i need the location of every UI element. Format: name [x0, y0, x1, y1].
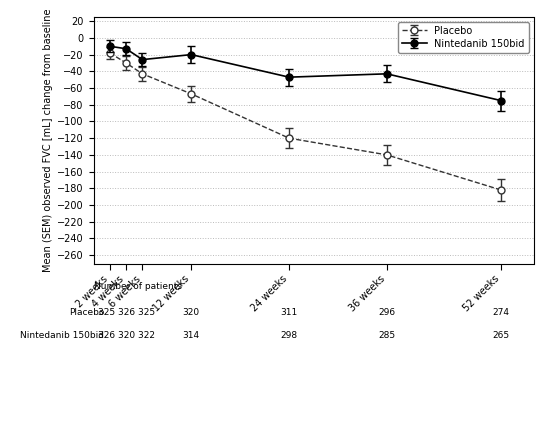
Text: 326 320 322: 326 320 322 [97, 331, 155, 340]
Y-axis label: Mean (SEM) observed FVC [mL] change from baseline: Mean (SEM) observed FVC [mL] change from… [43, 8, 53, 272]
Text: 320: 320 [183, 308, 200, 317]
Text: Number of patients: Number of patients [94, 282, 182, 292]
Text: Placebo: Placebo [69, 308, 104, 317]
Text: 285: 285 [378, 331, 395, 340]
Text: 314: 314 [183, 331, 200, 340]
Legend: Placebo, Nintedanib 150bid: Placebo, Nintedanib 150bid [398, 22, 529, 53]
Text: 296: 296 [378, 308, 395, 317]
Text: 311: 311 [280, 308, 298, 317]
Text: 274: 274 [492, 308, 509, 317]
Text: 265: 265 [492, 331, 509, 340]
Text: 298: 298 [280, 331, 298, 340]
Text: 325 326 325: 325 326 325 [97, 308, 155, 317]
Text: Nintedanib 150bid: Nintedanib 150bid [20, 331, 104, 340]
